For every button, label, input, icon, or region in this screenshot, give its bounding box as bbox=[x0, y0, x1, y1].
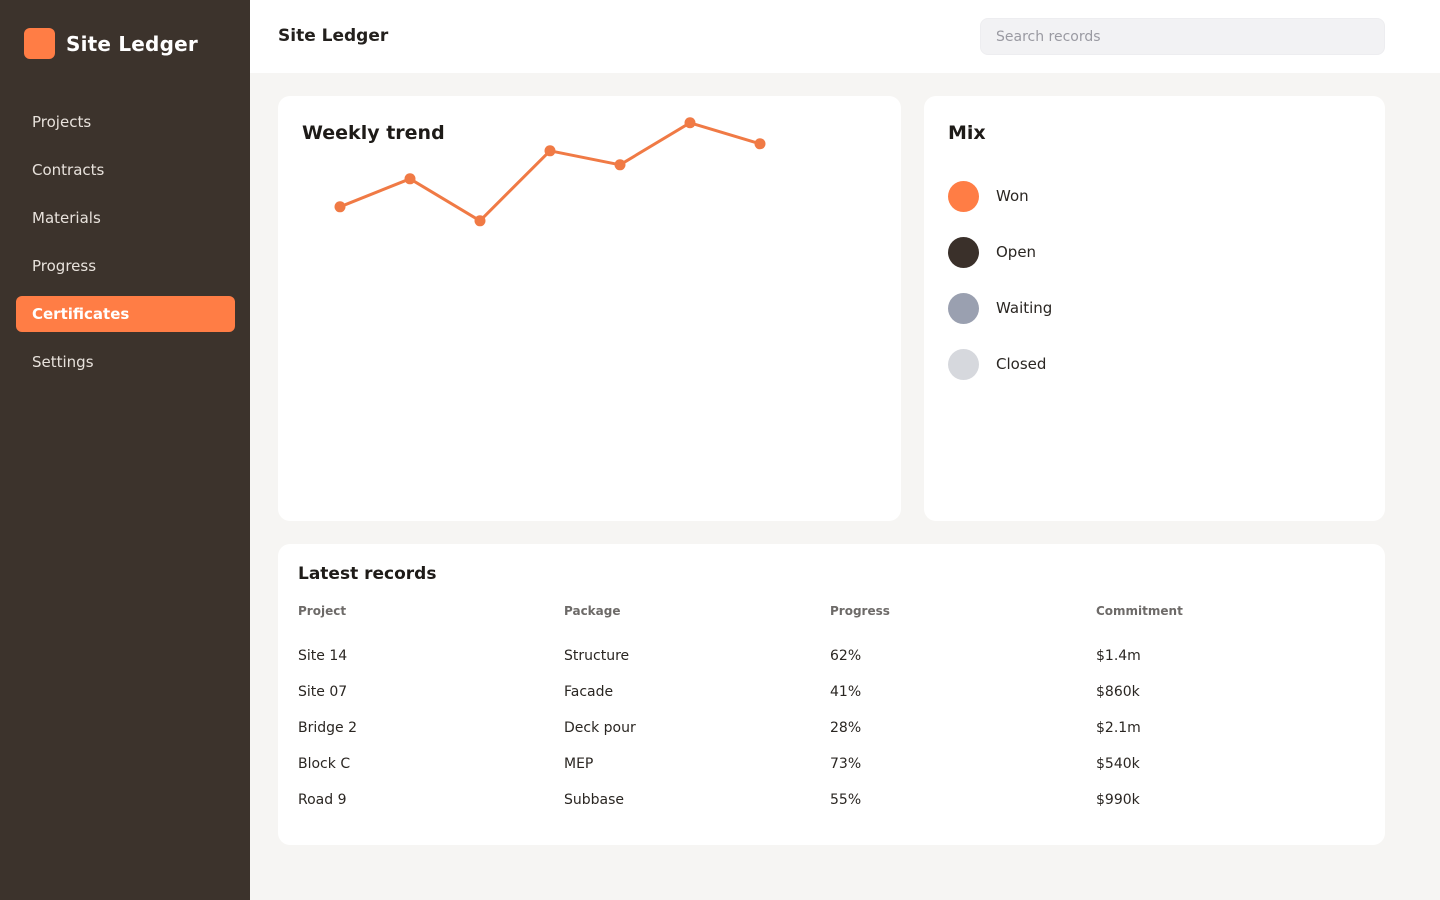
cell-project: Site 14 bbox=[298, 648, 348, 664]
records-table: Project Package Progress Commitment Site… bbox=[298, 604, 1362, 818]
sidebar-item-settings[interactable]: Settings bbox=[16, 344, 235, 380]
legend-label: Closed bbox=[996, 355, 1047, 373]
weekly-trend-title: Weekly trend bbox=[302, 122, 445, 144]
sidebar-item-label: Contracts bbox=[32, 161, 105, 179]
column-header-package[interactable]: Package bbox=[564, 604, 621, 618]
cell-project: Site 07 bbox=[298, 684, 348, 700]
sidebar: Site Ledger Projects Contracts Materials… bbox=[0, 0, 250, 900]
legend-item-won: Won bbox=[948, 180, 1052, 212]
cell-commitment: $860k bbox=[1096, 684, 1140, 700]
cell-commitment: $540k bbox=[1096, 756, 1140, 772]
trend-data-point[interactable] bbox=[334, 201, 346, 213]
search-input[interactable] bbox=[980, 18, 1385, 55]
cell-commitment: $990k bbox=[1096, 792, 1140, 808]
brand-name: Site Ledger bbox=[66, 31, 198, 56]
cell-package: Facade bbox=[564, 684, 614, 700]
cell-package: Structure bbox=[564, 648, 630, 664]
cell-package: MEP bbox=[564, 756, 594, 772]
table-row[interactable]: Bridge 2 Deck pour 28% $2.1m bbox=[298, 710, 1362, 746]
weekly-trend-card: Weekly trend bbox=[278, 96, 901, 521]
trend-data-point[interactable] bbox=[614, 159, 626, 171]
column-header-commitment[interactable]: Commitment bbox=[1096, 604, 1183, 618]
sidebar-item-materials[interactable]: Materials bbox=[16, 200, 235, 236]
legend-item-closed: Closed bbox=[948, 348, 1052, 380]
legend-item-open: Open bbox=[948, 236, 1052, 268]
sidebar-item-certificates[interactable]: Certificates bbox=[16, 296, 235, 332]
trend-series-line bbox=[339, 121, 761, 223]
table-row[interactable]: Block C MEP 73% $540k bbox=[298, 746, 1362, 782]
legend-dot-closed bbox=[948, 348, 979, 380]
legend-item-waiting: Waiting bbox=[948, 292, 1052, 324]
trend-data-point[interactable] bbox=[754, 138, 766, 150]
table-row[interactable]: Site 14 Structure 62% $1.4m bbox=[298, 638, 1362, 674]
legend-dot-waiting bbox=[948, 292, 979, 324]
sidebar-item-progress[interactable]: Progress bbox=[16, 248, 235, 284]
cell-project: Block C bbox=[298, 756, 351, 772]
cell-progress: 62% bbox=[830, 648, 862, 664]
trend-data-point[interactable] bbox=[544, 145, 556, 157]
cell-package: Deck pour bbox=[564, 720, 636, 736]
cell-project: Road 9 bbox=[298, 792, 347, 808]
cell-progress: 28% bbox=[830, 720, 862, 736]
table-header: Project Package Progress Commitment bbox=[298, 604, 1362, 620]
cell-package: Subbase bbox=[564, 792, 625, 808]
legend-dot-open bbox=[948, 236, 979, 268]
mix-card: Mix Won Open Waiting Closed bbox=[924, 96, 1385, 521]
sidebar-item-label: Certificates bbox=[32, 305, 130, 323]
cell-progress: 41% bbox=[830, 684, 862, 700]
cell-commitment: $1.4m bbox=[1096, 648, 1141, 664]
sidebar-item-label: Materials bbox=[32, 209, 101, 227]
table-row[interactable]: Road 9 Subbase 55% $990k bbox=[298, 782, 1362, 818]
top-header: Site Ledger bbox=[250, 0, 1440, 73]
cell-project: Bridge 2 bbox=[298, 720, 357, 736]
latest-records-title: Latest records bbox=[298, 564, 437, 584]
sidebar-item-label: Settings bbox=[32, 353, 94, 371]
cell-progress: 55% bbox=[830, 792, 862, 808]
mix-title: Mix bbox=[948, 122, 986, 144]
weekly-trend-chart bbox=[334, 117, 766, 227]
column-header-project[interactable]: Project bbox=[298, 604, 347, 618]
sidebar-item-projects[interactable]: Projects bbox=[16, 104, 235, 140]
trend-data-point[interactable] bbox=[684, 117, 696, 129]
brand-logo-icon bbox=[24, 28, 55, 59]
sidebar-item-contracts[interactable]: Contracts bbox=[16, 152, 235, 188]
column-header-progress[interactable]: Progress bbox=[830, 604, 890, 618]
legend-dot-won bbox=[948, 180, 979, 212]
legend-label: Open bbox=[996, 243, 1037, 261]
legend-label: Waiting bbox=[996, 299, 1053, 317]
cell-commitment: $2.1m bbox=[1096, 720, 1141, 736]
table-row[interactable]: Site 07 Facade 41% $860k bbox=[298, 674, 1362, 710]
sidebar-item-label: Projects bbox=[32, 113, 92, 131]
brand[interactable]: Site Ledger bbox=[24, 28, 198, 59]
sidebar-nav: Projects Contracts Materials Progress Ce… bbox=[16, 104, 235, 392]
trend-data-point[interactable] bbox=[474, 215, 486, 227]
legend-label: Won bbox=[996, 187, 1029, 205]
cell-progress: 73% bbox=[830, 756, 862, 772]
page-title: Site Ledger bbox=[278, 26, 389, 46]
mix-legend: Won Open Waiting Closed bbox=[948, 180, 1052, 404]
sidebar-item-label: Progress bbox=[32, 257, 97, 275]
trend-data-point[interactable] bbox=[404, 173, 416, 185]
latest-records-card: Latest records Project Package Progress … bbox=[278, 544, 1385, 845]
